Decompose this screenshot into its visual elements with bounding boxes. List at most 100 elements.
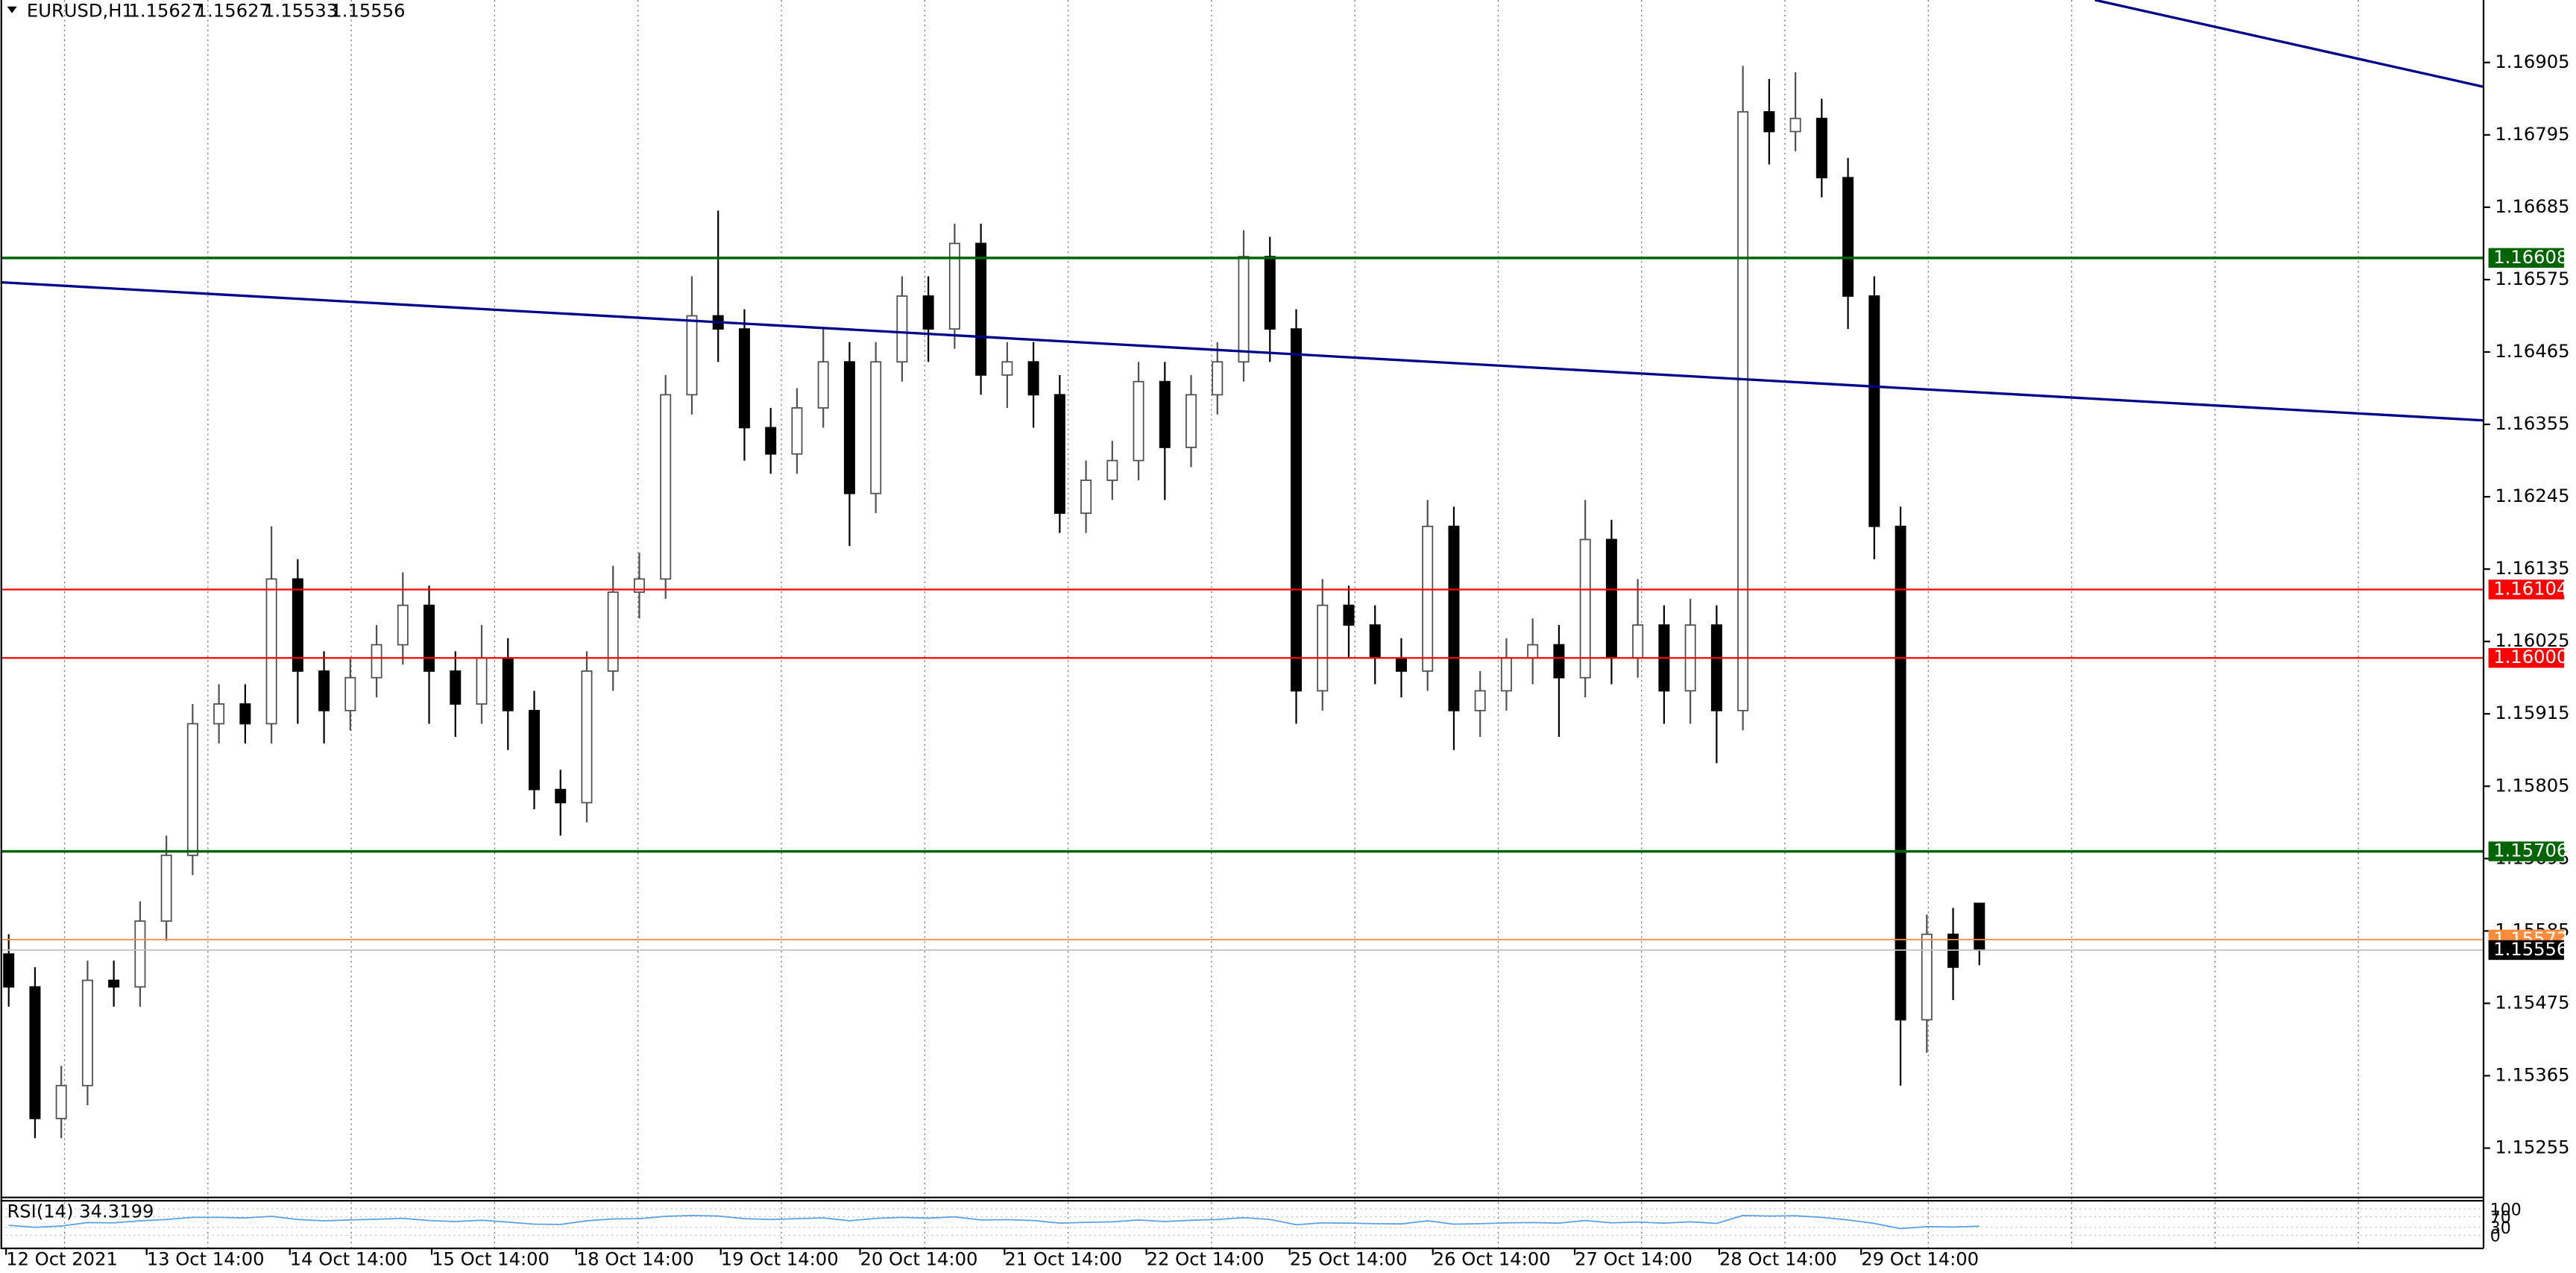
candle-body <box>55 1084 67 1119</box>
candle-body <box>1816 117 1827 179</box>
candle-body <box>922 295 934 330</box>
candle-body <box>344 676 356 711</box>
candle-body <box>896 295 908 363</box>
candle-body <box>1474 690 1486 711</box>
symbol: EURUSD,H1 <box>27 0 133 21</box>
candle-body <box>607 591 619 672</box>
overlay: 1.155721.155561.166081.161041.160001.157… <box>2488 247 2568 961</box>
y-tick-label: 1.16355 <box>2495 413 2569 434</box>
candle-body <box>1605 538 1617 659</box>
rsi-tick-label: 0 <box>2490 1228 2501 1246</box>
candle-body <box>686 315 698 396</box>
candle-body <box>108 979 120 988</box>
candle-body <box>1737 111 1749 711</box>
candle-body <box>1291 328 1303 692</box>
candle-body <box>1527 644 1539 659</box>
candle-body <box>843 361 855 494</box>
candle-body <box>1868 295 1880 527</box>
menu-triangle[interactable] <box>7 6 17 13</box>
candle-body <box>186 723 198 856</box>
x-tick-label: 20 Oct 14:00 <box>860 1248 978 1269</box>
x-tick-label: 14 Oct 14:00 <box>290 1248 408 1269</box>
candle-body <box>1133 380 1144 462</box>
candle-body <box>1974 902 1985 951</box>
candle-body <box>134 920 146 988</box>
x-tick-label: 21 Oct 14:00 <box>1004 1248 1122 1269</box>
y-tick-label: 1.16905 <box>2495 51 2569 72</box>
level-label: 1.16608 <box>2493 247 2568 268</box>
candle-body <box>239 703 251 725</box>
candle-body <box>1789 117 1801 133</box>
candle-body <box>450 670 462 705</box>
y-tick-label: 1.15255 <box>2495 1137 2569 1158</box>
candle-body <box>581 670 593 804</box>
plot <box>0 0 2484 1230</box>
candle-body <box>81 979 93 1087</box>
level-label-box <box>2488 648 2564 668</box>
header-high: 1.15627 <box>196 0 271 21</box>
candle-body <box>1921 933 1933 1021</box>
y-tick-label: 1.15805 <box>2495 775 2569 796</box>
candle-body <box>817 361 829 409</box>
bid-label: 1.15556 <box>2493 939 2568 960</box>
candle-body <box>1317 604 1329 692</box>
candle-body <box>318 670 330 711</box>
rsi-tick-label: 70 <box>2490 1209 2511 1228</box>
y-tick-label: 1.16135 <box>2495 558 2569 579</box>
candle-body <box>870 361 882 494</box>
trendline <box>0 280 2484 422</box>
candle-body <box>502 657 514 711</box>
y-tick-label: 1.15915 <box>2495 702 2569 723</box>
x-tick-label: 12 Oct 2021 <box>6 1248 118 1269</box>
candle-body <box>1448 525 1460 711</box>
x-tick-label: 25 Oct 14:00 <box>1290 1248 1408 1269</box>
rsi-tick-label: 100 <box>2490 1201 2522 1219</box>
y-tick-label: 1.15365 <box>2495 1064 2569 1085</box>
level-label: 1.15706 <box>2493 840 2568 861</box>
candle-body <box>1238 256 1250 363</box>
y-tick-label: 1.16685 <box>2495 196 2569 217</box>
candle-body <box>213 703 225 725</box>
trendline <box>2094 0 2484 89</box>
level-label-box <box>2488 248 2564 268</box>
level-label: 1.16000 <box>2493 647 2568 667</box>
candle-body <box>1185 394 1197 448</box>
candle-body <box>397 604 409 646</box>
candle-body <box>423 604 435 672</box>
x-tick-label: 13 Oct 14:00 <box>147 1248 265 1269</box>
x-tick-label: 18 Oct 14:00 <box>576 1248 694 1269</box>
y-tick-label: 1.16575 <box>2495 268 2569 289</box>
bid-label-box <box>2488 940 2564 961</box>
level-label-box <box>2488 841 2564 861</box>
candle-body <box>1343 604 1355 626</box>
rsi-tick-label: 30 <box>2490 1219 2511 1238</box>
candle-body <box>29 986 41 1119</box>
candle-body <box>1027 361 1039 396</box>
x-tick-label: 27 Oct 14:00 <box>1575 1248 1692 1269</box>
candle-body <box>975 242 987 376</box>
candle-body <box>1500 657 1512 692</box>
candle-body <box>3 953 15 988</box>
candle-body <box>1710 624 1722 711</box>
candle-body <box>1159 380 1171 448</box>
y-tick-label: 1.16465 <box>2495 341 2569 362</box>
candle-body <box>265 578 277 725</box>
candle-body <box>1054 394 1065 515</box>
header-open: 1.15627 <box>128 0 203 21</box>
y-tick-label: 1.15475 <box>2495 992 2569 1013</box>
header-close: 1.15556 <box>330 0 405 21</box>
candle-body <box>1895 525 1906 1021</box>
x-tick-label: 28 Oct 14:00 <box>1719 1248 1837 1269</box>
level-label: 1.16104 <box>2493 578 2568 599</box>
x-tick-label: 29 Oct 14:00 <box>1861 1248 1979 1269</box>
candle-body <box>791 407 803 455</box>
y-tick-label: 1.16795 <box>2495 124 2569 145</box>
candle-body <box>1106 459 1118 481</box>
header-low: 1.15533 <box>263 0 338 21</box>
candle-body <box>660 394 672 580</box>
x-tick-label: 22 Oct 14:00 <box>1147 1248 1265 1269</box>
